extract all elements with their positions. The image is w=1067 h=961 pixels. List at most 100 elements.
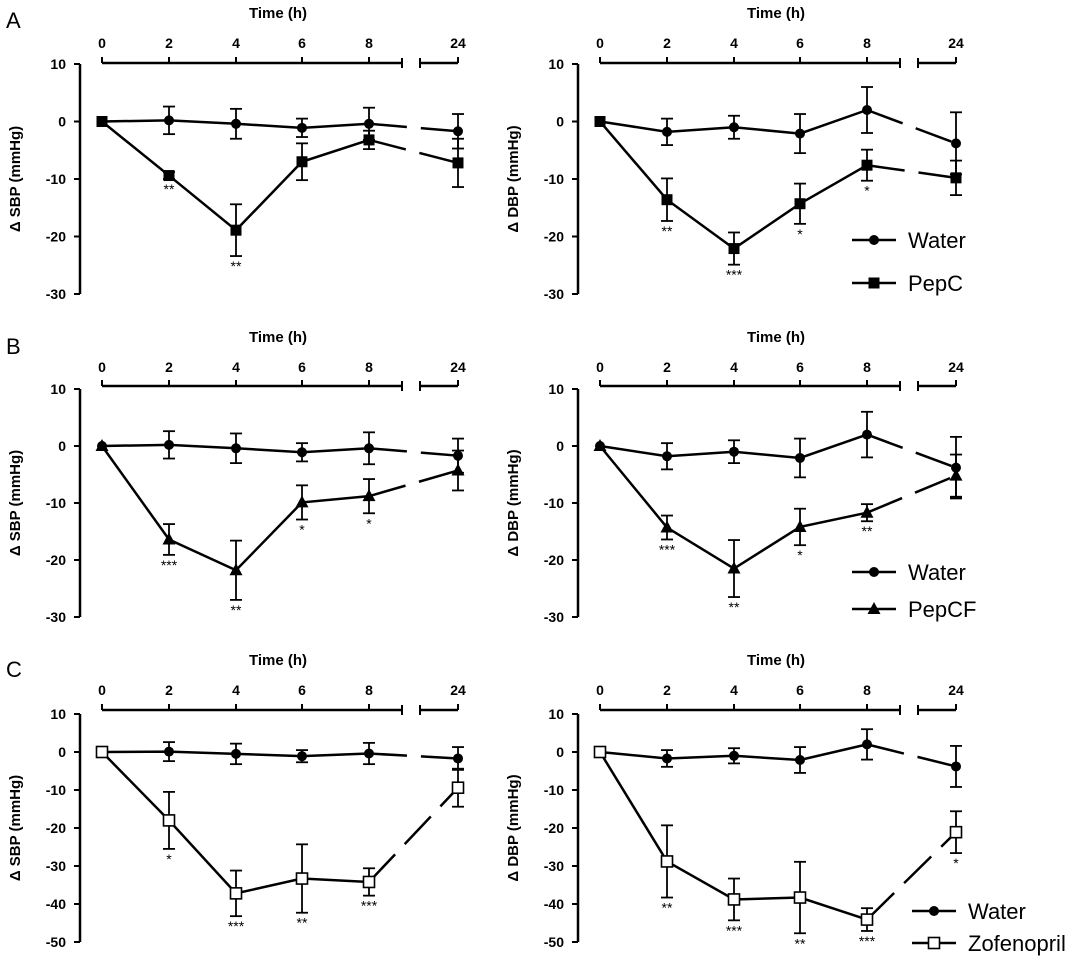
- y-tick-label: 0: [58, 438, 66, 454]
- x-tick-label: 6: [298, 35, 306, 51]
- y-tick-label: -20: [46, 820, 66, 836]
- significance-label: **: [862, 523, 873, 539]
- y-tick-label: -50: [544, 934, 564, 950]
- significance-label: ***: [859, 933, 876, 949]
- circle-marker: [795, 128, 805, 139]
- circle-marker: [662, 126, 672, 137]
- circle-marker: [929, 906, 939, 916]
- circle-marker: [364, 748, 374, 759]
- y-axis-title: Δ SBP (mmHg): [7, 775, 24, 881]
- x-tick-label: 2: [663, 359, 671, 375]
- x-tick-label: 24: [450, 682, 466, 698]
- x-axis-title: Time (h): [249, 5, 307, 22]
- x-tick-label: 6: [298, 682, 306, 698]
- open-square-marker: [860, 913, 874, 926]
- y-axis-title: Δ DBP (mmHg): [505, 774, 522, 881]
- x-tick-label: 2: [165, 35, 173, 51]
- y-tick-label: -20: [544, 229, 564, 245]
- y-tick-label: -30: [544, 609, 564, 625]
- square-marker: [950, 172, 962, 184]
- x-tick-label: 0: [596, 359, 604, 375]
- y-tick-label: -10: [46, 782, 66, 798]
- y-tick-label: 10: [548, 381, 564, 397]
- x-tick-label: 8: [863, 359, 871, 375]
- triangle-marker: [451, 463, 465, 476]
- x-tick-label: 4: [730, 35, 738, 51]
- series-line-dashed: [866, 433, 957, 469]
- y-tick-label: -30: [46, 286, 66, 302]
- y-tick-label: -30: [46, 609, 66, 625]
- square-marker: [163, 170, 175, 182]
- triangle-marker: [593, 439, 607, 451]
- legend-label: PepC: [908, 271, 963, 296]
- x-tick-label: 2: [165, 682, 173, 698]
- series-line-dashed: [368, 752, 459, 760]
- significance-label: ***: [228, 918, 245, 934]
- significance-label: ***: [361, 898, 378, 914]
- x-tick-label: 24: [948, 35, 964, 51]
- circle-marker: [951, 138, 961, 149]
- series-line-dashed: [866, 163, 957, 180]
- legend-label: Water: [908, 560, 966, 585]
- x-tick-label: 6: [796, 682, 804, 698]
- square-marker: [296, 156, 308, 168]
- circle-marker: [729, 446, 739, 457]
- y-tick-label: 10: [50, 706, 66, 722]
- x-tick-label: 8: [365, 35, 373, 51]
- circle-marker: [795, 754, 805, 765]
- x-axis-title: Time (h): [747, 329, 805, 346]
- y-tick-label: -50: [46, 934, 66, 950]
- x-axis-title: Time (h): [249, 652, 307, 669]
- circle-marker: [869, 235, 879, 245]
- y-tick-label: -40: [544, 896, 564, 912]
- series-water: [595, 728, 962, 788]
- triangle-marker: [660, 520, 674, 533]
- y-tick-label: 0: [556, 438, 564, 454]
- series-line-dashed: [368, 469, 459, 498]
- y-tick-label: -20: [544, 820, 564, 836]
- significance-label: **: [662, 223, 673, 239]
- panel-label-b: B: [6, 334, 21, 359]
- x-tick-label: 2: [663, 35, 671, 51]
- circle-marker: [297, 122, 307, 133]
- significance-label: **: [231, 602, 242, 618]
- y-axis-title: Δ SBP (mmHg): [7, 450, 24, 556]
- circle-marker: [662, 451, 672, 462]
- x-tick-label: 4: [232, 682, 240, 698]
- circle-marker: [729, 122, 739, 133]
- x-tick-label: 24: [450, 35, 466, 51]
- series-pepcf: ****** *: [95, 439, 465, 618]
- series-pepc: ** **: [96, 116, 464, 274]
- legend-label: Zofenopril: [968, 931, 1066, 956]
- x-tick-label: 2: [663, 682, 671, 698]
- circle-marker: [297, 447, 307, 458]
- series-zofenopril: **** *****: [95, 745, 465, 934]
- series-water: [97, 430, 464, 474]
- y-axis-title: Δ DBP (mmHg): [505, 125, 522, 232]
- open-square-marker: [162, 814, 176, 827]
- series-line-dashed: [866, 108, 957, 145]
- significance-label: **: [164, 181, 175, 197]
- x-tick-label: 4: [730, 682, 738, 698]
- open-square-marker: [927, 936, 941, 950]
- circle-marker: [862, 105, 872, 115]
- y-tick-label: 0: [556, 114, 564, 130]
- y-tick-label: -40: [46, 896, 66, 912]
- open-square-marker: [295, 872, 309, 885]
- significance-label: **: [231, 258, 242, 274]
- series-line-dashed: [866, 743, 957, 768]
- series-line-dashed: [368, 447, 459, 457]
- x-tick-label: 0: [98, 35, 106, 51]
- y-tick-label: -20: [46, 229, 66, 245]
- open-square-marker: [793, 891, 807, 904]
- circle-marker: [862, 739, 872, 750]
- square-marker: [868, 277, 880, 289]
- x-tick-label: 8: [365, 359, 373, 375]
- legend: Water PepC: [852, 228, 966, 296]
- x-tick-label: 0: [98, 359, 106, 375]
- series-pepcf: ********: [593, 439, 963, 615]
- square-marker: [594, 116, 606, 127]
